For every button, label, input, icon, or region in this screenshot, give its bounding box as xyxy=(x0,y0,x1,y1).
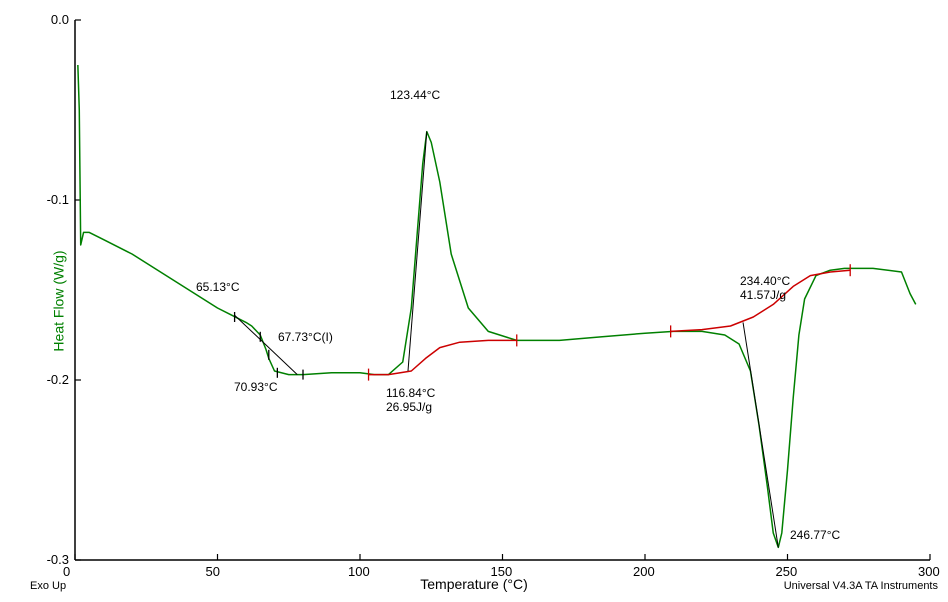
x-tick-label: 100 xyxy=(348,564,370,579)
x-tick-label: 150 xyxy=(491,564,513,579)
y-tick-label: 0.0 xyxy=(51,12,69,27)
annotation-melt_info: 234.40°C41.57J/g xyxy=(740,274,790,303)
annotation-melt_peak: 246.77°C xyxy=(790,528,840,542)
x-tick-label: 50 xyxy=(206,564,220,579)
peak-drop-crystallization xyxy=(408,132,427,371)
annotation-tg_end: 70.93°C xyxy=(234,380,278,394)
footer-software: Universal V4.3A TA Instruments xyxy=(784,580,938,592)
annotation-tg_mid: 67.73°C(I) xyxy=(278,330,333,344)
annotation-cryst_peak: 123.44°C xyxy=(390,88,440,102)
peak-drop-melting xyxy=(743,322,778,547)
x-tick-label: 250 xyxy=(776,564,798,579)
tg-tangent xyxy=(235,315,298,374)
y-tick-label: -0.3 xyxy=(47,552,69,567)
y-tick-label: -0.2 xyxy=(47,372,69,387)
x-tick-label: 300 xyxy=(918,564,940,579)
y-tick-label: -0.1 xyxy=(47,192,69,207)
chart-canvas xyxy=(0,0,948,602)
y-axis-label: Heat Flow (W/g) xyxy=(51,250,67,351)
annotation-cryst_info: 116.84°C26.95J/g xyxy=(386,386,435,415)
baseline-crystallization xyxy=(369,340,517,374)
footer-exo-up: Exo Up xyxy=(30,580,66,592)
heat-flow-curve xyxy=(78,65,916,547)
x-tick-label: 200 xyxy=(633,564,655,579)
dsc-chart: Heat Flow (W/g) Temperature (°C) Exo Up … xyxy=(0,0,948,602)
annotation-tg_onset: 65.13°C xyxy=(196,280,240,294)
